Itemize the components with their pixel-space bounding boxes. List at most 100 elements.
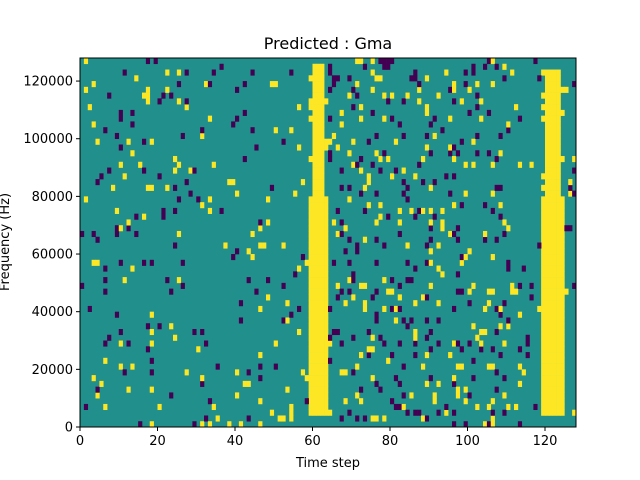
heatmap-cell-high — [541, 380, 546, 387]
heatmap-cell-low — [339, 230, 344, 238]
heatmap-cell-high — [556, 92, 561, 99]
heatmap-cell-high — [479, 328, 484, 336]
heatmap-cell-high — [316, 346, 321, 353]
heatmap-cell-high — [324, 409, 329, 416]
heatmap-cell-high — [324, 305, 329, 312]
heatmap-cell-low — [374, 288, 379, 295]
heatmap-cell-low — [405, 409, 410, 416]
heatmap-cell-high — [552, 369, 557, 376]
heatmap-cell-high — [556, 127, 561, 134]
heatmap-cell-low — [347, 184, 352, 191]
heatmap-cell-low — [343, 248, 348, 255]
heatmap-cell-high — [545, 219, 550, 226]
heatmap-cell-high — [145, 98, 151, 105]
heatmap-cell-high — [552, 317, 557, 324]
heatmap-cell-low — [266, 277, 271, 284]
heatmap-cell-high — [432, 398, 437, 405]
heatmap-cell-low — [366, 328, 371, 336]
heatmap-cell-low — [95, 179, 100, 186]
heatmap-cell-low — [498, 213, 503, 220]
heatmap-cell-high — [308, 311, 313, 318]
heatmap-cell-high — [312, 248, 317, 255]
heatmap-cell-high — [545, 380, 550, 387]
heatmap-cell-high — [545, 346, 550, 353]
heatmap-cell-low — [455, 236, 461, 243]
heatmap-cell-low — [149, 369, 154, 376]
heatmap-cell-high — [324, 294, 329, 301]
heatmap-cell-low — [390, 305, 395, 312]
heatmap-cell-high — [308, 403, 313, 411]
heatmap-cell-low — [374, 236, 379, 243]
heatmap-cell-high — [204, 81, 209, 88]
heatmap-cell-low — [432, 179, 437, 186]
heatmap-cell-high — [552, 127, 557, 134]
heatmap-cell-low — [281, 138, 286, 145]
heatmap-cell-high — [308, 288, 313, 295]
heatmap-cell-high — [560, 357, 565, 364]
heatmap-cell-high — [324, 236, 329, 243]
heatmap-cell-high — [448, 144, 453, 151]
heatmap-cell-high — [548, 207, 554, 214]
heatmap-cell-low — [448, 86, 453, 93]
heatmap-cell-low — [122, 369, 127, 376]
heatmap-cell-high — [548, 265, 554, 272]
heatmap-cell-low — [351, 334, 356, 341]
heatmap-cell-high — [324, 271, 329, 278]
heatmap-cell-high — [545, 392, 550, 399]
heatmap-cell-low — [455, 288, 461, 295]
heatmap-cell-low — [413, 213, 418, 220]
heatmap-cell-low — [138, 421, 143, 428]
heatmap-cell-high — [316, 63, 321, 70]
heatmap-cell-low — [328, 86, 333, 93]
heatmap-cell-high — [316, 288, 321, 295]
heatmap-cell-high — [452, 156, 457, 163]
heatmap-cell-high — [324, 219, 329, 226]
heatmap-cell-low — [405, 323, 410, 330]
heatmap-cell-high — [545, 109, 550, 116]
heatmap-cell-high — [545, 334, 550, 341]
heatmap-cell-low — [192, 167, 197, 174]
heatmap-cell-high — [316, 190, 321, 197]
heatmap-cell-high — [548, 328, 554, 336]
heatmap-cell-high — [320, 86, 325, 93]
heatmap-cell-high — [320, 386, 325, 393]
heatmap-cell-high — [149, 311, 154, 318]
heatmap-cell-high — [541, 328, 546, 336]
heatmap-cell-low — [401, 132, 406, 140]
heatmap-cell-high — [312, 375, 317, 382]
heatmap-cell-high — [545, 375, 550, 382]
heatmap-cell-high — [165, 69, 170, 76]
heatmap-cell-high — [289, 127, 294, 134]
heatmap-cell-high — [316, 202, 321, 209]
heatmap-cell-high — [479, 340, 484, 347]
heatmap-cell-high — [362, 300, 368, 307]
heatmap-cell-high — [312, 403, 317, 411]
heatmap-cell-high — [548, 409, 554, 416]
heatmap-cell-high — [483, 421, 488, 428]
heatmap-cell-low — [378, 386, 383, 393]
heatmap-cell-low — [161, 207, 166, 214]
heatmap-cell-high — [545, 248, 550, 255]
heatmap-cell-low — [103, 127, 108, 134]
heatmap-cell-high — [312, 294, 317, 301]
heatmap-cell-high — [560, 323, 565, 330]
heatmap-cell-high — [572, 156, 577, 163]
heatmap-cell-high — [413, 328, 418, 336]
heatmap-cell-low — [390, 398, 395, 405]
heatmap-cell-low — [304, 398, 309, 405]
heatmap-cell-low — [517, 421, 523, 428]
heatmap-cell-high — [560, 288, 565, 295]
heatmap-cell-high — [541, 196, 546, 203]
heatmap-cell-high — [312, 161, 317, 168]
heatmap-cell-high — [541, 403, 546, 411]
heatmap-cell-low — [424, 415, 430, 422]
heatmap-cell-high — [548, 92, 554, 99]
heatmap-cell-high — [517, 161, 523, 168]
heatmap-cell-low — [118, 115, 123, 122]
heatmap-cell-high — [552, 380, 557, 387]
heatmap-cell-high — [269, 81, 275, 88]
heatmap-cell-high — [548, 115, 554, 122]
heatmap-cell-low — [409, 75, 414, 82]
heatmap-cell-high — [552, 265, 557, 272]
heatmap-cell-high — [196, 346, 201, 353]
